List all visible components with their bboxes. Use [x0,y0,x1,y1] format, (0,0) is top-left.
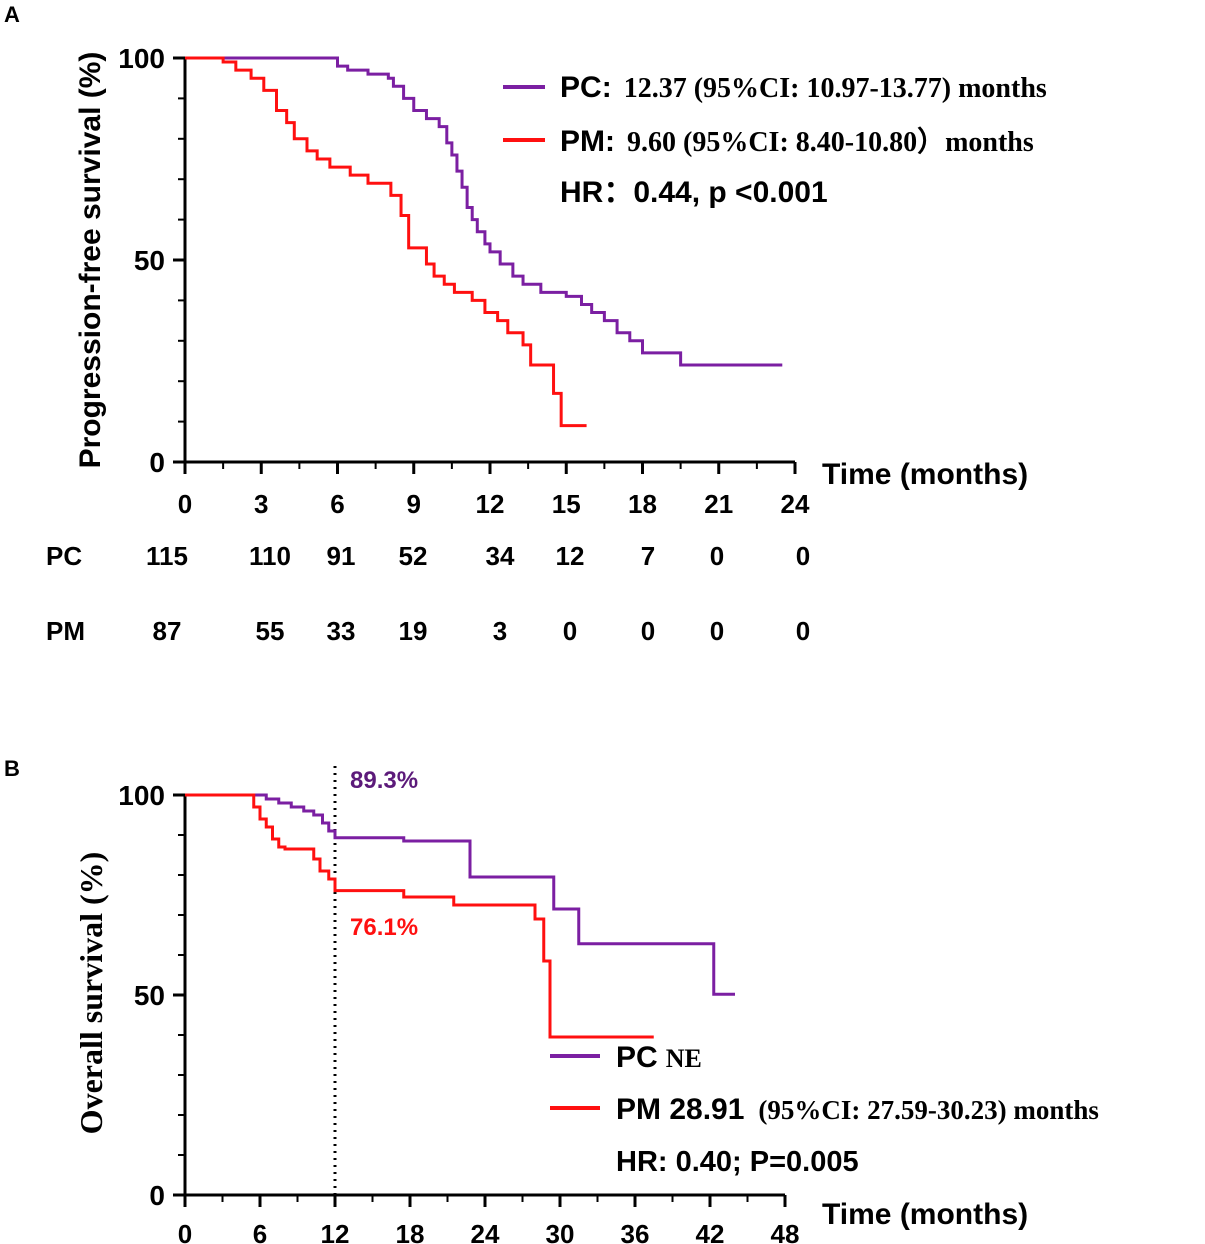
x-tick-label-b-42: 42 [696,1219,725,1244]
legend-entry-pc-b: PC NE [616,1041,702,1074]
km-curve-pc-a [185,56,783,367]
ticks-a: 0 50 100 0 3 6 9 12 15 18 21 24 [118,43,810,519]
x-tick-label-b-6: 6 [253,1219,267,1244]
risk-cell-pm-12: 3 [493,616,507,646]
y-tick-label-a-50: 50 [134,245,165,276]
series-b [185,793,735,1039]
annotation-pc-89: 89.3% [350,767,418,794]
km-curve-pm-b [185,793,654,1039]
risk-cell-pm-24: 0 [796,616,810,646]
risk-cell-pm-15: 0 [563,616,577,646]
risk-table-a: PC 115 110 91 52 34 12 7 0 0 PM 87 55 33 19 3 0 0 0 0 [46,541,810,646]
risk-cell-pm-0: 87 [153,616,182,646]
legend-label-pc-a: PC [560,71,602,104]
legend-text-pm-a: 9.60 (95%CI: 8.40-10.80）months [627,125,1034,158]
risk-cell-pm-21: 0 [710,616,724,646]
legend-entry-pm-b: PM 28.91 (95%CI: 27.59-30.23) months [616,1093,1099,1126]
axes-b [183,795,785,1197]
axes-a [183,58,795,464]
risk-cell-pc-9: 52 [399,541,428,571]
legend-label-pc-b: PC [616,1041,658,1074]
legend-entry-pc-a: PC: 12.37 (95%CI: 10.97-13.77) months [560,71,1047,104]
panel-label-a: A [4,2,20,27]
x-tick-label-b-0: 0 [178,1219,192,1244]
legend-text-pc-b: NE [666,1044,702,1073]
risk-cell-pm-3: 55 [256,616,285,646]
panel-label-b: B [4,756,20,781]
km-curve-pm-a [185,56,587,428]
x-tick-label-a-6: 6 [330,489,344,519]
risk-cell-pc-15: 12 [556,541,585,571]
x-axis-label-a: Time (months) [822,458,1028,491]
x-axis-label-b: Time (months) [822,1198,1028,1231]
x-tick-label-a-3: 3 [254,489,268,519]
risk-cell-pc-21: 0 [710,541,724,571]
legend-label-pm-b: PM 28.91 [616,1093,744,1126]
x-tick-label-a-15: 15 [552,489,581,519]
legend-entry-pm-a: PM: 9.60 (95%CI: 8.40-10.80）months [560,125,1034,158]
x-tick-label-a-9: 9 [407,489,421,519]
legend-separator-pc-a: : [602,71,612,104]
x-tick-label-b-36: 36 [621,1219,650,1244]
annotation-pm-76: 76.1% [350,914,418,941]
legend-label-pm-a: PM [560,125,605,158]
x-tick-label-a-0: 0 [178,489,192,519]
y-tick-label-a-100: 100 [118,43,165,74]
x-tick-label-b-48: 48 [771,1219,800,1244]
hr-text-a: HR：0.44, p <0.001 [560,176,828,209]
legend-separator-pm-a: : [605,125,615,158]
legend-b: PC NE PM 28.91 (95%CI: 27.59-30.23) months… [550,1041,1099,1178]
x-tick-label-b-24: 24 [471,1219,500,1244]
x-tick-label-b-30: 30 [546,1219,575,1244]
x-tick-label-a-21: 21 [704,489,733,519]
hr-text-b: HR: 0.40; P=0.005 [616,1146,859,1178]
series-a [185,56,783,428]
risk-cell-pm-9: 19 [399,616,428,646]
legend-text-pc-a: 12.37 (95%CI: 10.97-13.77) months [624,73,1047,104]
risk-cell-pc-3: 110 [249,541,291,571]
panel-a: A Progression-free survival (%) 0 50 100 0 3… [4,2,1047,646]
y-tick-label-b-0: 0 [149,1180,165,1211]
risk-cell-pm-6: 33 [327,616,356,646]
risk-cell-pc-18: 7 [641,541,655,571]
risk-row-label-pc: PC [46,541,82,571]
y-tick-label-b-100: 100 [118,780,165,811]
x-tick-label-a-12: 12 [476,489,505,519]
x-tick-label-b-12: 12 [321,1219,350,1244]
y-axis-label-a: Progression-free survival (%) [74,52,107,469]
legend-text-pm-b: (95%CI: 27.59-30.23) months [758,1095,1099,1125]
km-curve-pc-b [185,793,735,996]
legend-a: PC: 12.37 (95%CI: 10.97-13.77) months PM:… [503,71,1047,209]
risk-cell-pc-6: 91 [327,541,356,571]
panel-b: B Overall survival (%) 0 50 100 0 6 12 18 24 30 3… [4,756,1099,1244]
y-tick-label-a-0: 0 [149,447,165,478]
x-tick-label-b-18: 18 [396,1219,425,1244]
risk-cell-pc-12: 34 [486,541,515,571]
x-tick-label-a-24: 24 [781,489,810,519]
x-tick-label-a-18: 18 [628,489,657,519]
y-axis-label-b: Overall survival (%) [73,852,109,1135]
risk-cell-pc-24: 0 [796,541,810,571]
risk-row-label-pm: PM [46,616,85,646]
risk-cell-pm-18: 0 [641,616,655,646]
risk-cell-pc-0: 115 [146,541,188,571]
ticks-b: 0 50 100 0 6 12 18 24 30 36 42 48 [118,780,799,1244]
y-tick-label-b-50: 50 [134,980,165,1011]
